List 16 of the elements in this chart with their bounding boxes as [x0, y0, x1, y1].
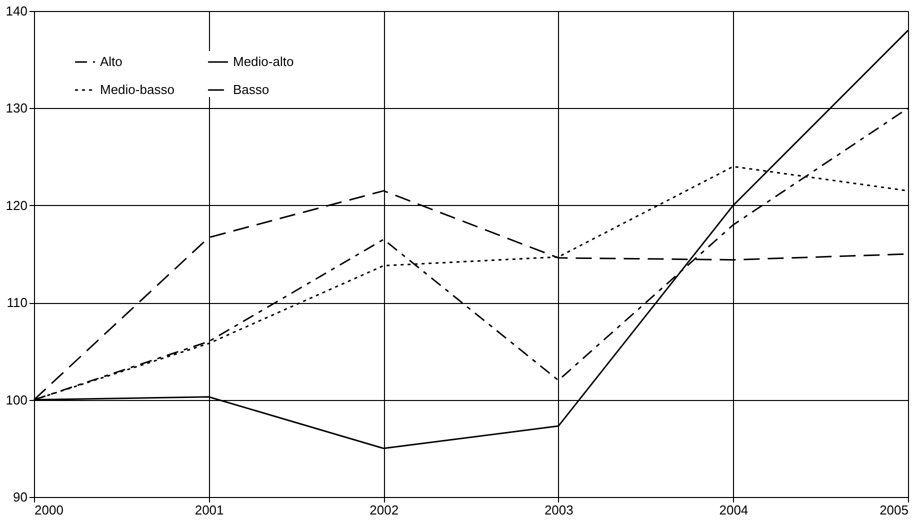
x-tick-label: 2002 — [370, 502, 399, 518]
y-tick-label: 100 — [6, 392, 28, 408]
legend-label: Medio-basso — [100, 82, 174, 97]
legend-label: Medio-alto — [233, 54, 294, 69]
y-tick-label: 110 — [6, 295, 28, 310]
y-tick-label: 120 — [6, 198, 28, 213]
x-tick-label: 2000 — [34, 502, 64, 518]
legend-label: Basso — [233, 82, 270, 97]
y-tick-label: 90 — [13, 490, 28, 504]
x-tick-label: 2004 — [719, 502, 748, 518]
x-tick-label: 2001 — [194, 502, 224, 518]
legend-label: Alto — [100, 54, 122, 69]
y-tick-label: 140 — [6, 4, 28, 18]
x-tick-label: 2005 — [880, 502, 908, 518]
y-tick-label: 130 — [6, 100, 28, 116]
x-tick-label: 2003 — [544, 502, 574, 518]
